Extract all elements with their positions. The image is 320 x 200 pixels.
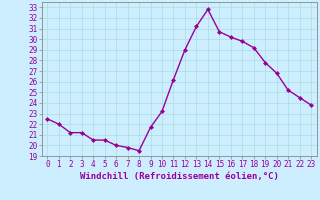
X-axis label: Windchill (Refroidissement éolien,°C): Windchill (Refroidissement éolien,°C) [80, 172, 279, 181]
